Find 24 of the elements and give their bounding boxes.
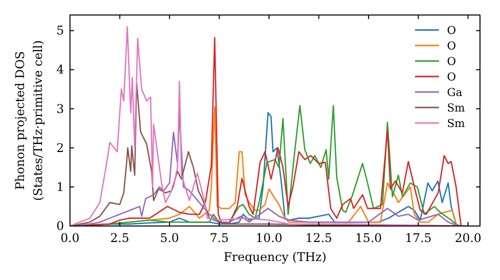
y-tick-label: 0 (56, 219, 64, 233)
legend-label: O (447, 24, 456, 37)
x-tick-label: 10.0 (256, 231, 282, 245)
legend-label: Sm (447, 102, 466, 114)
y-tick-label: 1 (56, 180, 64, 194)
x-tick-label: 7.5 (210, 231, 229, 245)
y-tick-label: 2 (56, 140, 64, 155)
y-axis-title: Phonon projected DOS (States/THz·primitive cell) (13, 40, 45, 201)
x-axis-title: Frequency (THz) (224, 250, 326, 264)
x-tick-label: 15.0 (355, 231, 382, 245)
y-tick-label: 5 (56, 24, 64, 38)
x-tick-label: 12.5 (305, 231, 332, 245)
x-tick-label: 20.0 (454, 231, 482, 245)
x-tick-label: 5.0 (160, 231, 180, 245)
x-tick-label: 2.5 (110, 231, 130, 245)
x-tick-label: 0.0 (60, 231, 80, 245)
legend-label: O (447, 40, 456, 52)
x-tick-label: 17.5 (404, 231, 432, 245)
y-tick-label: 3 (56, 102, 64, 116)
legend-label: O (447, 55, 456, 68)
legend-label: Sm (447, 117, 466, 130)
legend-label: O (447, 70, 456, 84)
y-tick-label: 4 (56, 62, 64, 77)
legend-label: Ga (447, 86, 463, 99)
